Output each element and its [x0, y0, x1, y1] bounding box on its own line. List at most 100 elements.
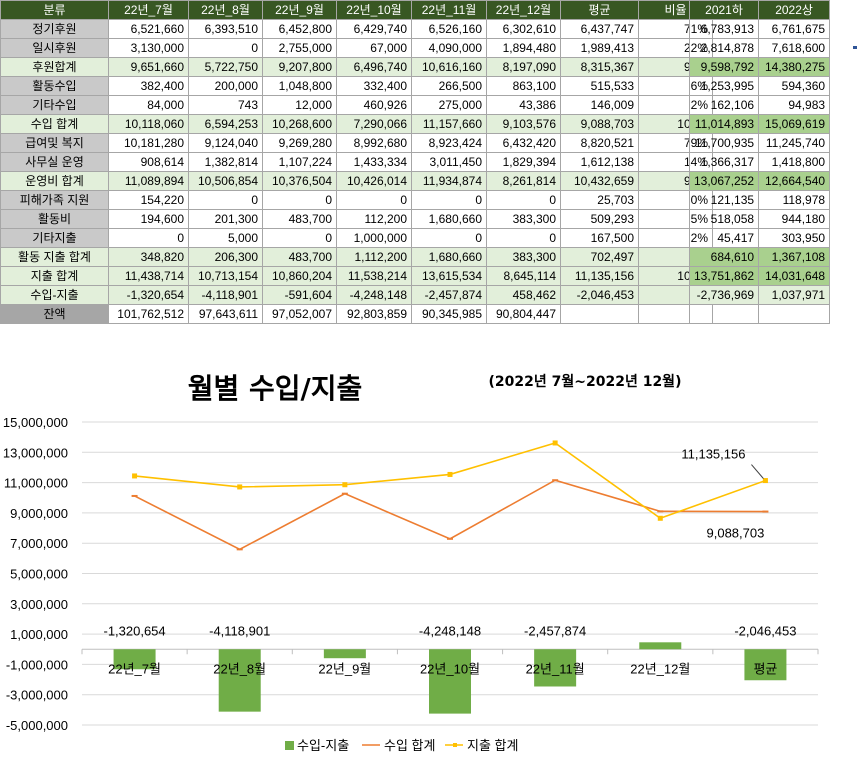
side-table-cell: 1,418,800: [758, 152, 831, 172]
table-row: 활동수입 382,400 200,000 1,048,800 332,400 266,50…: [0, 76, 713, 96]
table-row: 수입-지출 -1,320,654 -4,118,901 -591,604 -4,248,…: [0, 285, 713, 305]
side-table-cell: 14,031,648: [758, 266, 831, 286]
side-table-cell: 684,610: [688, 247, 760, 267]
row-label: 기타수입: [0, 95, 109, 115]
table-header-cell: 22년_7월: [108, 0, 189, 20]
table-cell: 6,521,660: [108, 19, 189, 39]
table-cell: 101,762,512: [108, 304, 189, 324]
table-cell: 97,643,611: [188, 304, 263, 324]
table-cell: 11,135,156: [560, 266, 639, 286]
table-cell: 11,934,874: [411, 171, 487, 191]
series-point: [237, 484, 243, 490]
table-row: 급여및 복지 10,181,280 9,124,040 9,269,280 8,992,…: [0, 133, 713, 153]
table-header-cell: 평균: [560, 0, 639, 20]
side-table-cell: -2,736,969: [688, 285, 760, 305]
table-cell: 4,090,000: [411, 38, 487, 58]
table-cell: 90,804,447: [486, 304, 561, 324]
side-table-row: 11,700,935 11,245,740: [688, 133, 831, 153]
income-expense-chart: 월별 수입/지출 (2022년 7월~2022년 12월) 15,000,000…: [3, 372, 819, 753]
table-cell: 702,497: [560, 247, 639, 267]
table-cell: 2,755,000: [262, 38, 337, 58]
bar: [113, 649, 156, 670]
table-cell: 0: [411, 190, 487, 210]
table-cell: 6,594,253: [188, 114, 263, 134]
side-table-cell: 45,417: [688, 228, 760, 248]
row-label: 지출 합계: [0, 266, 109, 286]
row-label: 정기후원: [0, 19, 109, 39]
table-cell: 146,009: [560, 95, 639, 115]
row-label: 기타지출: [0, 228, 109, 248]
side-table-row: 162,106 94,983: [688, 95, 831, 115]
table-cell: 5,722,750: [188, 57, 263, 77]
table-cell: 9,103,576: [486, 114, 561, 134]
side-table-cell: 594,360: [758, 76, 831, 96]
side-table-cell: 6,761,675: [758, 19, 831, 39]
y-tick-label: 13,000,000: [3, 445, 68, 460]
table-cell: 275,000: [411, 95, 487, 115]
table-cell: 112,200: [336, 209, 412, 229]
table-cell: 483,700: [262, 247, 337, 267]
table-cell: 9,269,280: [262, 133, 337, 153]
table-row: 수입 합계 10,118,060 6,594,253 10,268,600 7,290,…: [0, 114, 713, 134]
side-table-row: 11,014,893 15,069,619: [688, 114, 831, 134]
side-table-cell: [758, 304, 831, 324]
table-cell: 1,680,660: [411, 247, 487, 267]
bar-data-label: -2,457,874: [524, 623, 586, 638]
row-label: 운영비 합계: [0, 171, 109, 191]
table-cell: 6,429,740: [336, 19, 412, 39]
row-label: 후원합계: [0, 57, 109, 77]
table-cell: 92,803,859: [336, 304, 412, 324]
side-table-row: 684,610 1,367,108: [688, 247, 831, 267]
table-cell: 9,207,800: [262, 57, 337, 77]
table-cell: 11,157,660: [411, 114, 487, 134]
table-cell: 10,616,160: [411, 57, 487, 77]
side-table-row: 45,417 303,950: [688, 228, 831, 248]
side-table-cell: 1,366,317: [688, 152, 760, 172]
table-row: 후원합계 9,651,660 5,722,750 9,207,800 6,496,740…: [0, 57, 713, 77]
table-cell: 8,315,367: [560, 57, 639, 77]
table-header-cell: 22년_12월: [486, 0, 561, 20]
table-cell: 201,300: [188, 209, 263, 229]
table-cell: -1,320,654: [108, 285, 189, 305]
table-header-cell: 22년_8월: [188, 0, 263, 20]
side-table-cell: [688, 304, 760, 324]
chart-subtitle: (2022년 7월~2022년 12월): [489, 373, 682, 390]
row-label: 사무실 운영: [0, 152, 109, 172]
table-cell: 908,614: [108, 152, 189, 172]
table-cell: 460,926: [336, 95, 412, 115]
bar-data-label: -1,320,654: [103, 623, 165, 638]
series-point: [342, 482, 348, 488]
table-cell: 5,000: [188, 228, 263, 248]
table-header-cell: 22년_10월: [336, 0, 412, 20]
table-cell: 10,713,154: [188, 266, 263, 286]
side-table-cell: 13,067,252: [688, 171, 760, 191]
line-data-label: 9,088,703: [707, 526, 765, 541]
y-tick-label: -3,000,000: [6, 688, 68, 703]
x-tick-label: 22년_7월: [108, 661, 161, 676]
bar-data-label: -4,248,148: [419, 623, 481, 638]
side-table-row: [688, 304, 831, 324]
table-cell: 1,382,814: [188, 152, 263, 172]
side-table-cell: 944,180: [758, 209, 831, 229]
series-line: [134, 442, 766, 520]
table-row: 잔액 101,762,512 97,643,611 97,052,007 92,803,…: [0, 304, 713, 324]
table-cell: 6,437,747: [560, 19, 639, 39]
table-cell: 0: [108, 228, 189, 248]
table-cell: 10,432,659: [560, 171, 639, 191]
table-cell: 515,533: [560, 76, 639, 96]
side-table-cell: 12,664,540: [758, 171, 831, 191]
y-tick-label: 9,000,000: [10, 506, 68, 521]
table-cell: 25,703: [560, 190, 639, 210]
row-label: 수입 합계: [0, 114, 109, 134]
side-table-cell: 14,380,275: [758, 57, 831, 77]
side-table-row: 9,598,792 14,380,275: [688, 57, 831, 77]
y-tick-label: 7,000,000: [10, 536, 68, 551]
table-cell: 194,600: [108, 209, 189, 229]
table-cell: 154,220: [108, 190, 189, 210]
row-label: 급여및 복지: [0, 133, 109, 153]
series-point: [447, 471, 453, 477]
table-cell: 6,302,610: [486, 19, 561, 39]
bar-data-label: -4,118,901: [209, 623, 270, 638]
x-tick-label: 평균: [753, 661, 777, 676]
table-cell: 10,860,204: [262, 266, 337, 286]
